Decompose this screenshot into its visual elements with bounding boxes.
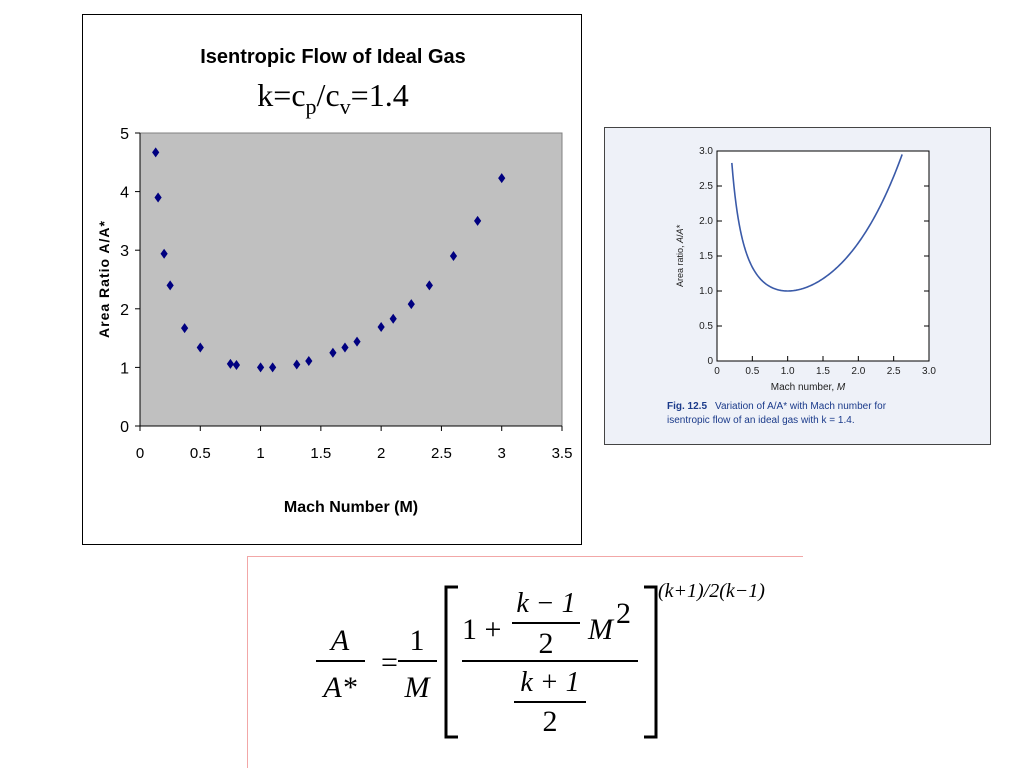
textbook-figure-svg: 0 0.5 1.0 1.5 2.0 2.5 3.0 0 0.5 1.0 1.5 2.0 2.5 3.0 M… bbox=[667, 146, 936, 426]
equation-svg: A A* = 1 M 1 + k − 1 2 M 2 k + 1 2 (k+1)… bbox=[316, 580, 765, 739]
eq-one-plus: 1 + bbox=[462, 613, 501, 646]
data-point-marker bbox=[196, 342, 204, 353]
figure-y-label: Area ratio, A/A* bbox=[675, 224, 685, 287]
data-point-marker bbox=[353, 336, 361, 347]
eq-coef-numerator: 1 bbox=[410, 624, 425, 657]
eq-k-minus-1: k − 1 bbox=[516, 588, 575, 619]
eq-left-bracket bbox=[444, 585, 458, 739]
figure-y-tick-label: 0 bbox=[707, 356, 713, 367]
chart-subtitle: k=cp/cv=1.4 bbox=[257, 77, 408, 119]
figure-y-tick-label: 0.5 bbox=[699, 321, 713, 332]
excel-scatter-chart: Isentropic Flow of Ideal Gas k=cp/cv=1.4… bbox=[82, 14, 582, 545]
y-tick-label: 1 bbox=[120, 360, 129, 377]
eq-lhs-numerator: A bbox=[329, 624, 350, 657]
figure-x-label: Mach number, M bbox=[771, 382, 846, 393]
figure-plot-frame bbox=[716, 150, 930, 362]
data-point-marker bbox=[152, 147, 160, 158]
x-tick-label: 0.5 bbox=[190, 445, 211, 462]
y-tick-label: 2 bbox=[120, 302, 129, 319]
data-point-marker bbox=[160, 248, 168, 259]
eq-k-plus-1: k + 1 bbox=[520, 667, 579, 698]
eq-equals: = bbox=[381, 646, 398, 679]
figure-y-tick-label: 2.0 bbox=[699, 216, 713, 227]
data-point-marker bbox=[305, 355, 313, 366]
data-point-marker bbox=[232, 360, 241, 371]
axes: 0 0.5 1 1.5 2 2.5 3 3.5 0 1 2 3 4 5 bbox=[120, 126, 572, 462]
plot-area bbox=[139, 132, 563, 427]
figure-x-tick-label: 2.5 bbox=[887, 366, 901, 377]
area-ratio-equation: A A* = 1 M 1 + k − 1 2 M 2 k + 1 2 (k+1)… bbox=[247, 556, 803, 768]
data-point-marker bbox=[407, 299, 415, 310]
data-point-marker bbox=[389, 313, 397, 324]
data-point-marker bbox=[449, 251, 458, 262]
y-tick-label: 0 bbox=[120, 419, 129, 436]
figure-x-tick-label: 2.0 bbox=[851, 366, 865, 377]
figure-x-tick-label: 0.5 bbox=[745, 366, 759, 377]
data-point-marker bbox=[293, 359, 301, 370]
figure-caption-line2: isentropic flow of an ideal gas with k =… bbox=[667, 415, 855, 426]
figure-caption-line1: Fig. 12.5 Variation of A/A* with Mach num… bbox=[667, 401, 887, 412]
data-point-marker bbox=[377, 321, 385, 332]
data-point-marker bbox=[154, 192, 162, 203]
data-point-marker bbox=[341, 342, 349, 353]
excel-scatter-svg: Isentropic Flow of Ideal Gas k=cp/cv=1.4… bbox=[96, 46, 572, 516]
eq-mach: M bbox=[587, 613, 615, 646]
data-point-marker bbox=[181, 323, 189, 334]
eq-two-a: 2 bbox=[539, 627, 554, 660]
figure-x-tick-label: 1.0 bbox=[781, 366, 795, 377]
area-ratio-curve bbox=[731, 154, 903, 292]
figure-y-tick-label: 1.0 bbox=[699, 286, 713, 297]
figure-axes: 0 0.5 1.0 1.5 2.0 2.5 3.0 0 0.5 1.0 1.5 2.0 2.5 3.0 bbox=[699, 146, 936, 377]
eq-coef-denominator: M bbox=[404, 671, 432, 704]
eq-square: 2 bbox=[616, 597, 631, 630]
y-tick-label: 5 bbox=[120, 126, 129, 143]
x-axis-label: Mach Number (M) bbox=[284, 499, 418, 516]
y-tick-label: 4 bbox=[120, 185, 129, 202]
figure-x-tick-label: 3.0 bbox=[922, 366, 936, 377]
textbook-figure: 0 0.5 1.0 1.5 2.0 2.5 3.0 0 0.5 1.0 1.5 2.0 2.5 3.0 M… bbox=[604, 127, 991, 445]
figure-y-tick-label: 3.0 bbox=[699, 146, 713, 157]
x-tick-label: 2 bbox=[377, 445, 385, 462]
data-point-marker bbox=[498, 173, 506, 184]
x-tick-label: 1.5 bbox=[310, 445, 331, 462]
y-tick-label: 3 bbox=[120, 243, 129, 260]
figure-x-tick-label: 1.5 bbox=[816, 366, 830, 377]
chart-title: Isentropic Flow of Ideal Gas bbox=[200, 46, 466, 68]
x-tick-label: 1 bbox=[256, 445, 264, 462]
data-point-marker bbox=[425, 280, 433, 291]
x-tick-label: 3 bbox=[498, 445, 506, 462]
y-axis-label: Area Ratio A/A* bbox=[96, 220, 112, 338]
figure-x-tick-label: 0 bbox=[714, 366, 720, 377]
eq-exponent: (k+1)/2(k−1) bbox=[658, 580, 765, 602]
data-point-marker bbox=[166, 280, 174, 291]
eq-two-b: 2 bbox=[543, 705, 558, 738]
x-tick-label: 3.5 bbox=[552, 445, 573, 462]
eq-lhs-denominator: A* bbox=[321, 671, 356, 704]
figure-y-tick-label: 2.5 bbox=[699, 181, 713, 192]
x-tick-label: 2.5 bbox=[431, 445, 452, 462]
data-point-marker bbox=[474, 215, 482, 226]
figure-y-tick-label: 1.5 bbox=[699, 251, 713, 262]
data-point-marker bbox=[226, 358, 235, 369]
x-tick-label: 0 bbox=[136, 445, 144, 462]
eq-right-bracket bbox=[644, 585, 658, 739]
